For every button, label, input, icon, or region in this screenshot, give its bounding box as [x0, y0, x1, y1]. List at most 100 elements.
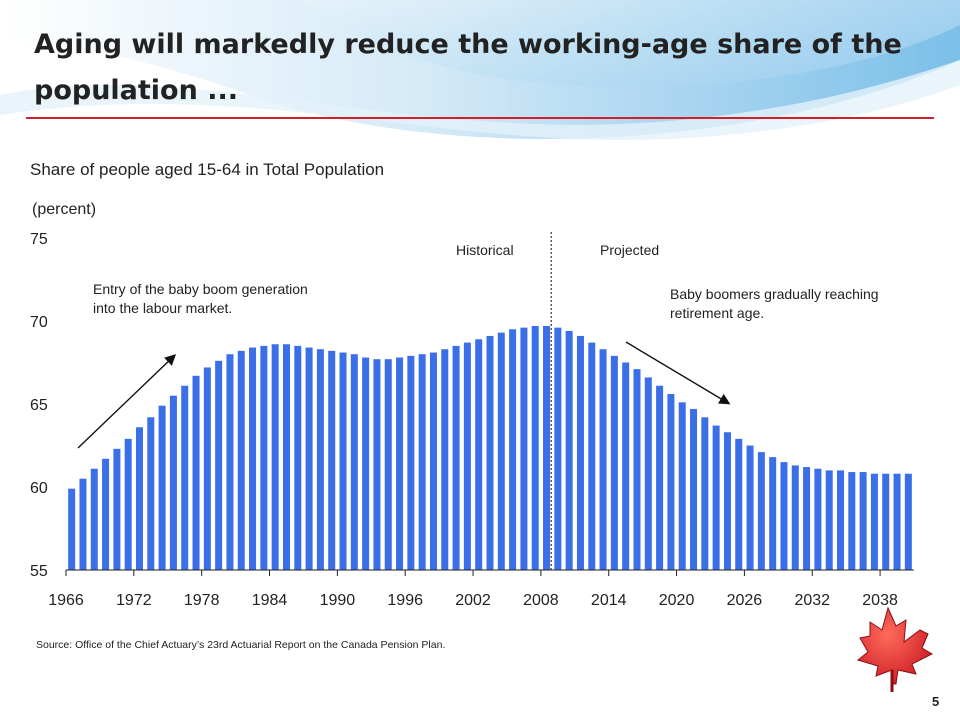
- bar-1993: [373, 359, 381, 570]
- bar-2011: [576, 335, 584, 570]
- bar-2033: [825, 470, 833, 570]
- bar-2015: [622, 362, 630, 570]
- bar-2017: [644, 377, 652, 570]
- bar-2009: [554, 327, 562, 570]
- bar-1980: [226, 354, 234, 570]
- bar-2006: [520, 327, 528, 570]
- bar-2010: [565, 330, 573, 570]
- bar-1972: [135, 427, 143, 570]
- bar-2037: [870, 473, 878, 570]
- bar-2024: [723, 432, 731, 570]
- x-tick-label: 1978: [184, 592, 220, 609]
- bar-1999: [441, 349, 449, 570]
- bar-1968: [90, 468, 98, 570]
- bar-2039: [893, 473, 901, 570]
- x-tick-label: 1984: [252, 592, 288, 609]
- bar-1984: [271, 344, 279, 570]
- bar-2019: [667, 394, 675, 570]
- bar-1969: [102, 458, 110, 570]
- bar-1995: [396, 357, 404, 570]
- arrow-rising: [77, 354, 177, 449]
- bar-2036: [859, 472, 867, 570]
- slide-title-line-2: population ...: [34, 75, 239, 106]
- bar-1998: [429, 352, 437, 570]
- bar-2012: [588, 342, 596, 570]
- bar-2018: [656, 385, 664, 570]
- bar-1990: [339, 352, 347, 570]
- slide-title: Aging will markedly reduce the working-a…: [34, 22, 934, 114]
- bar-2034: [837, 470, 845, 570]
- bar-1975: [169, 395, 177, 570]
- bar-1970: [113, 448, 121, 570]
- bar-2007: [531, 325, 539, 570]
- annotation-retirement-line-2: retirement age.: [670, 305, 764, 321]
- axes-group: 55 60 65 70 75 1966 1972 1978 1984 1990 1996 2002 20…: [30, 231, 914, 609]
- bar-2021: [690, 408, 698, 570]
- bar-1985: [282, 344, 290, 570]
- maple-leaf-logo: [856, 606, 934, 692]
- x-tick-label: 2038: [862, 592, 898, 609]
- bar-2038: [882, 473, 890, 570]
- bar-1991: [350, 354, 358, 570]
- bar-1976: [181, 385, 189, 570]
- bar-2016: [633, 369, 641, 570]
- bar-1974: [158, 405, 166, 570]
- bar-2003: [486, 335, 494, 570]
- historical-label: Historical: [456, 242, 514, 258]
- bar-2035: [848, 472, 856, 570]
- x-tick-label: 2032: [794, 592, 830, 609]
- bar-2008: [543, 325, 551, 570]
- bar-1983: [260, 345, 268, 570]
- bar-1997: [418, 354, 426, 570]
- bar-2028: [769, 457, 777, 570]
- bar-1971: [124, 438, 132, 570]
- bar-2032: [814, 468, 822, 570]
- bar-2020: [678, 402, 686, 570]
- bar-2013: [599, 349, 607, 570]
- bar-2026: [746, 445, 754, 570]
- x-tick-label: 2026: [727, 592, 763, 609]
- bar-1978: [203, 367, 211, 570]
- bar-2025: [735, 438, 743, 570]
- y-tick-label: 60: [30, 480, 48, 497]
- bar-2022: [701, 417, 709, 570]
- bar-1987: [305, 347, 313, 570]
- bar-2029: [780, 462, 788, 570]
- bar-2005: [509, 329, 517, 570]
- bar-2002: [475, 339, 483, 570]
- x-tick-label: 1972: [116, 592, 152, 609]
- bar-1986: [294, 345, 302, 570]
- x-tick-label: 2020: [659, 592, 695, 609]
- y-axis-label: (percent): [32, 201, 96, 218]
- bar-2027: [757, 452, 765, 570]
- annotation-retirement-line-1: Baby boomers gradually reaching: [670, 286, 879, 302]
- bars-group: [68, 325, 912, 570]
- bar-chart: 55 60 65 70 75 1966 1972 1978 1984 1990 1996 2002 20…: [30, 201, 914, 609]
- header-swoosh-background: [0, 0, 960, 140]
- bar-2014: [610, 355, 618, 570]
- projected-label: Projected: [600, 242, 659, 258]
- bar-2031: [803, 467, 811, 570]
- bar-1977: [192, 375, 200, 570]
- annotation-retirement: Baby boomers gradually reaching retireme…: [670, 286, 882, 321]
- source-note: Source: Office of the Chief Actuary’s 23…: [36, 639, 446, 651]
- arrow-falling: [625, 341, 731, 405]
- bar-1996: [407, 355, 415, 570]
- bar-2040: [904, 473, 912, 570]
- y-tick-label: 65: [30, 397, 48, 414]
- bar-1989: [328, 350, 336, 570]
- x-tick-label: 2008: [523, 592, 559, 609]
- y-tick-label: 55: [30, 563, 48, 580]
- annotation-entry-line-1: Entry of the baby boom generation: [93, 281, 308, 297]
- y-tick-label: 75: [30, 231, 48, 248]
- x-tick-label: 1966: [48, 592, 84, 609]
- bar-2023: [712, 425, 720, 570]
- annotation-baby-boom-entry: Entry of the baby boom generation into t…: [93, 281, 312, 316]
- title-divider-rule: [26, 117, 934, 119]
- x-tick-label: 1996: [387, 592, 423, 609]
- bar-1967: [79, 478, 87, 570]
- chart-title: Share of people aged 15-64 in Total Popu…: [30, 160, 385, 179]
- bar-1982: [249, 347, 257, 570]
- x-tick-label: 2014: [591, 592, 627, 609]
- bar-2030: [791, 465, 799, 570]
